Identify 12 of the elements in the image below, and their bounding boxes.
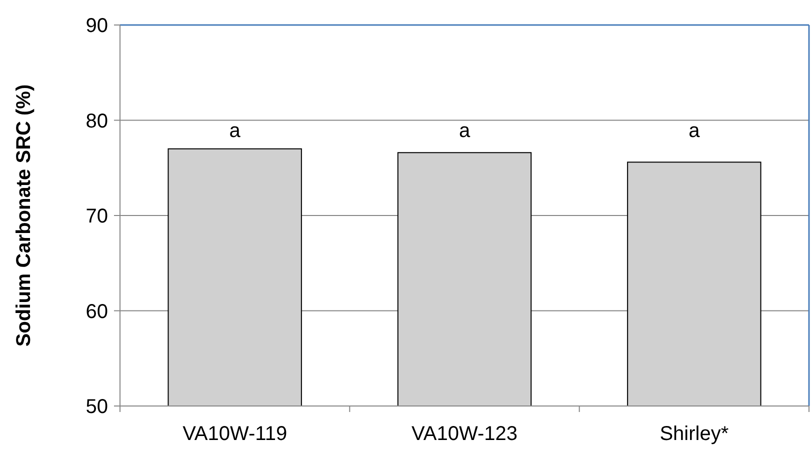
- y-axis-title: Sodium Carbonate SRC (%): [13, 84, 35, 347]
- annotation: a: [229, 120, 242, 142]
- annotation: a: [688, 120, 701, 142]
- y-tick-label: 70: [86, 206, 108, 228]
- y-tick-label: 60: [86, 300, 108, 323]
- annotation: a: [458, 120, 471, 142]
- x-tick-label: Shirley*: [660, 423, 729, 445]
- y-tick-label: 50: [86, 396, 108, 418]
- y-tick-label: 80: [86, 110, 108, 132]
- x-tick-label: VA10W-123: [412, 423, 518, 445]
- x-tick-label: VA10W-119: [182, 423, 288, 445]
- y-tick-label: 90: [86, 15, 108, 37]
